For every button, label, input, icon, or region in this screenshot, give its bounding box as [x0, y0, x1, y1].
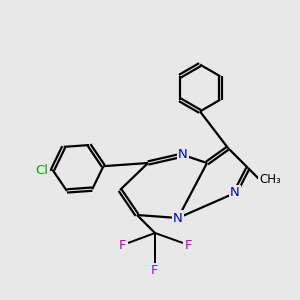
Text: F: F — [185, 238, 192, 251]
Text: Cl: Cl — [36, 164, 49, 177]
Text: CH₃: CH₃ — [259, 173, 281, 186]
Text: N: N — [230, 187, 240, 200]
Text: F: F — [151, 265, 159, 278]
Text: N: N — [173, 212, 183, 224]
Text: F: F — [118, 238, 126, 252]
Text: N: N — [178, 148, 188, 161]
